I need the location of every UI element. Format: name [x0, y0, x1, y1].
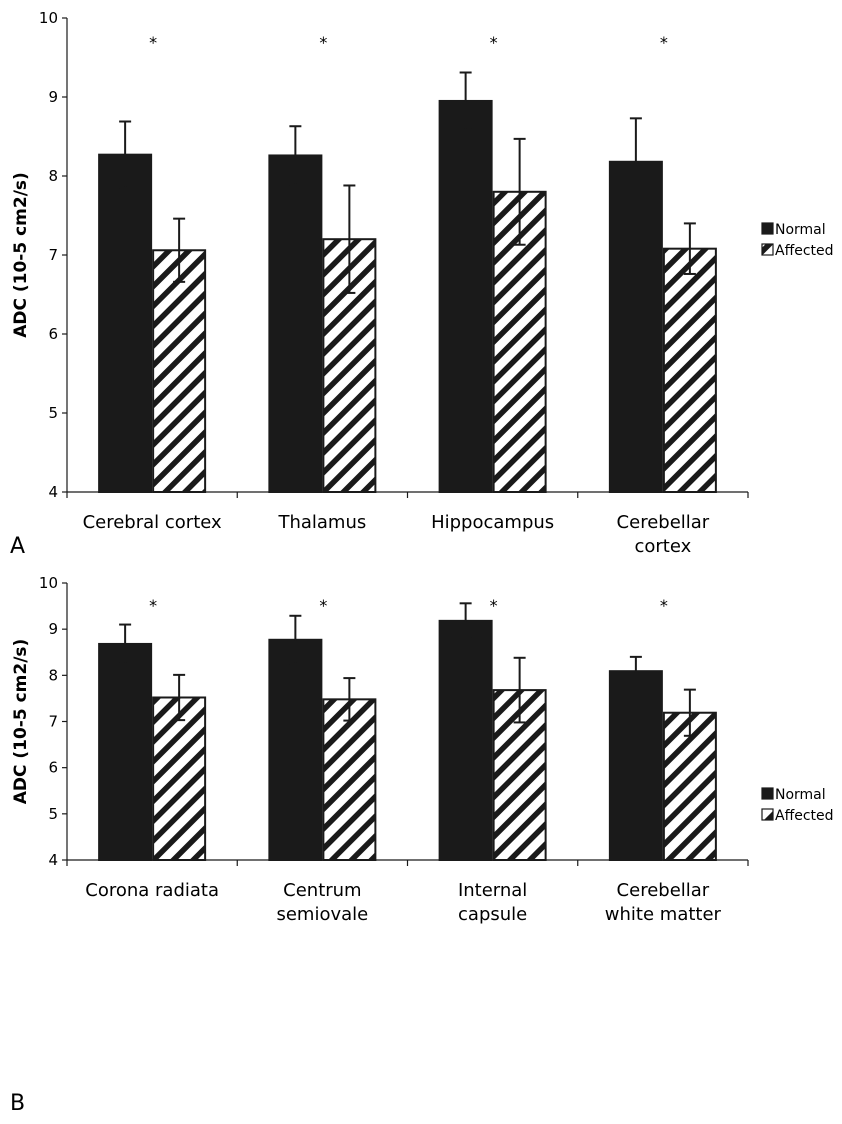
y-tick-label-10: 10	[39, 574, 58, 592]
y-axis-title: ADC (10-5 cm2/s)	[11, 639, 31, 805]
bar-affected-0	[152, 249, 207, 493]
category-label-1: Thalamus	[277, 512, 366, 533]
y-tick-label-5: 5	[48, 404, 58, 422]
category-label-2-line2: capsule	[458, 904, 527, 925]
significance-mark-2: *	[490, 33, 498, 52]
bar-normal-2	[438, 99, 493, 493]
y-tick-label-6: 6	[48, 325, 58, 343]
legend-label-normal: Normal	[775, 787, 826, 803]
y-tick-label-8: 8	[48, 666, 58, 684]
legend-label-affected: Affected	[775, 243, 834, 259]
bar-affected-3	[662, 711, 717, 861]
significance-mark-0: *	[149, 33, 157, 52]
y-tick-label-5: 5	[48, 805, 58, 823]
legend-label-affected: Affected	[775, 808, 834, 824]
category-label-3: Cerebellar	[617, 880, 710, 901]
category-label-2: Internal	[458, 880, 527, 901]
bar-normal-2	[438, 619, 493, 862]
legend-swatch-affected	[761, 808, 774, 821]
category-label-3: Cerebellar	[617, 512, 710, 533]
bar-normal-3	[608, 160, 663, 493]
legend-label-normal: Normal	[775, 222, 826, 238]
y-tick-label-6: 6	[48, 759, 58, 777]
category-label-1: Centrum	[283, 880, 361, 901]
bar-normal-1	[268, 638, 323, 861]
category-label-3-line2: cortex	[634, 536, 691, 557]
bar-affected-3	[662, 247, 717, 493]
y-tick-label-8: 8	[48, 167, 58, 185]
significance-mark-1: *	[319, 33, 327, 52]
y-tick-label-7: 7	[48, 713, 58, 731]
legend-swatch-normal	[761, 222, 774, 235]
y-tick-label-9: 9	[48, 620, 58, 638]
significance-mark-2: *	[490, 596, 498, 615]
significance-mark-1: *	[319, 596, 327, 615]
significance-mark-3: *	[660, 33, 668, 52]
chart-panel-a: * Cerebral cortex * Thalamus * Hippocampus * Ce…	[10, 9, 834, 559]
category-label-1-line2: semiovale	[276, 904, 368, 925]
category-label-0: Cerebral cortex	[83, 512, 222, 533]
legend-swatch-affected	[761, 243, 774, 256]
category-label-2: Hippocampus	[431, 512, 554, 533]
panel-letter-a: A	[10, 534, 25, 559]
y-tick-label-9: 9	[48, 88, 58, 106]
category-label-3-line2: white matter	[605, 904, 722, 925]
chart-panel-b: * Corona radiata * Centrum semiovale * Interna…	[10, 574, 834, 1116]
bar-normal-1	[268, 154, 323, 494]
bar-normal-0	[98, 642, 153, 861]
bar-affected-0	[152, 696, 207, 862]
significance-mark-0: *	[149, 596, 157, 615]
panel-letter-b: B	[10, 1091, 25, 1116]
legend-swatch-normal	[761, 787, 774, 800]
bar-affected-1	[322, 698, 377, 862]
legend: Normal Affected	[761, 787, 834, 824]
y-tick-label-4: 4	[48, 483, 58, 501]
category-label-0: Corona radiata	[85, 880, 219, 901]
significance-mark-3: *	[660, 596, 668, 615]
bar-normal-0	[98, 153, 153, 493]
y-axis-title: ADC (10-5 cm2/s)	[11, 172, 31, 338]
y-tick-label-7: 7	[48, 246, 58, 264]
bar-normal-3	[608, 670, 663, 862]
y-tick-label-4: 4	[48, 851, 58, 869]
legend: Normal Affected	[761, 222, 834, 259]
y-tick-label-10: 10	[39, 9, 58, 27]
